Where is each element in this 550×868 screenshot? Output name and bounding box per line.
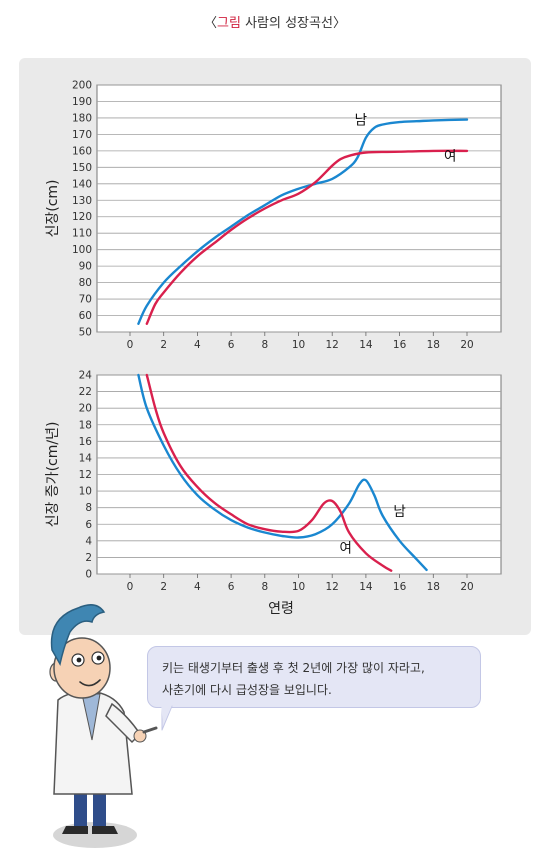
doctor-shoe-left: [62, 826, 88, 834]
doctor-pointing-finger: [144, 728, 156, 732]
doctor-shoe-right: [92, 826, 118, 834]
